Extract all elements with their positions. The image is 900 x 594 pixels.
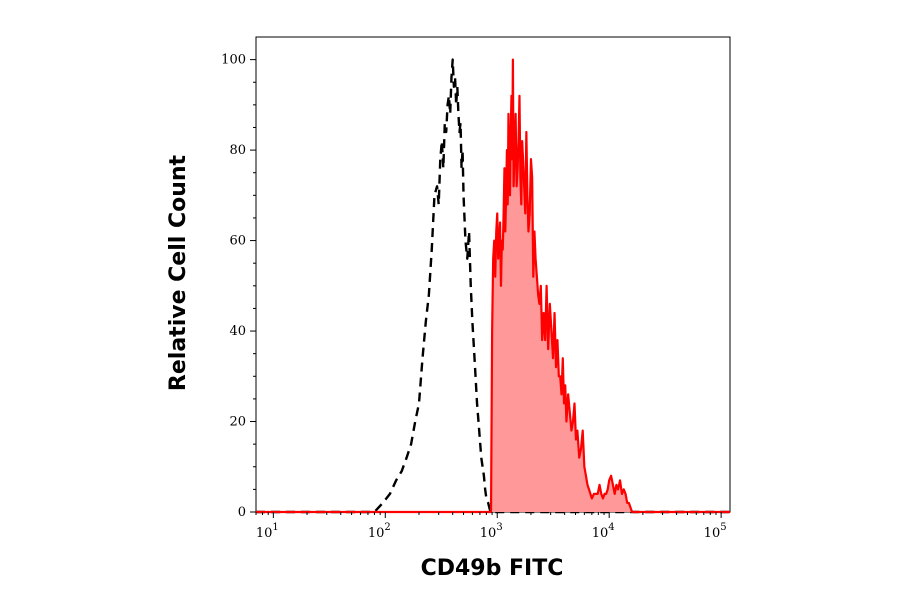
x-tick-label: 104 xyxy=(592,522,615,541)
y-tick-label: 80 xyxy=(229,143,246,158)
x-tick-label: 102 xyxy=(368,522,391,541)
x-tick-label: 105 xyxy=(704,522,727,541)
y-axis: 0 20 40 60 80 100 xyxy=(221,53,256,520)
y-tick-label: 40 xyxy=(229,324,246,339)
y-tick-label: 0 xyxy=(238,505,246,520)
y-tick-label: 20 xyxy=(229,415,246,430)
x-axis: 101 102 103 104 105 xyxy=(255,512,727,541)
x-axis-title: CD49b FITC xyxy=(421,556,564,581)
series-1-line xyxy=(256,58,730,514)
x-tick-label: 103 xyxy=(480,522,503,541)
series-layer xyxy=(256,58,730,514)
series-0-line xyxy=(256,58,730,514)
y-axis-title: Relative Cell Count xyxy=(166,154,191,391)
y-tick-label: 100 xyxy=(221,53,246,68)
x-tick-label: 101 xyxy=(256,522,279,541)
y-tick-label: 60 xyxy=(229,234,246,249)
